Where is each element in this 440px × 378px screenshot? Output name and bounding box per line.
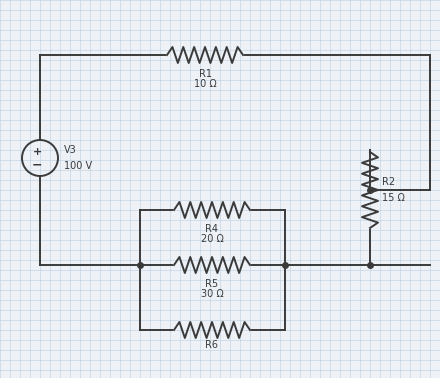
Text: 15 Ω: 15 Ω bbox=[382, 193, 405, 203]
Text: −: − bbox=[32, 158, 42, 172]
Text: R5: R5 bbox=[205, 279, 219, 289]
Text: 20 Ω: 20 Ω bbox=[201, 234, 224, 244]
Text: 10 Ω: 10 Ω bbox=[194, 79, 216, 89]
Text: R1: R1 bbox=[198, 69, 212, 79]
Text: 100 V: 100 V bbox=[64, 161, 92, 171]
Text: R6: R6 bbox=[205, 340, 219, 350]
Text: R2: R2 bbox=[382, 177, 395, 187]
Text: V3: V3 bbox=[64, 145, 77, 155]
Text: 30 Ω: 30 Ω bbox=[201, 289, 224, 299]
Text: +: + bbox=[33, 147, 42, 157]
Text: R4: R4 bbox=[205, 224, 219, 234]
